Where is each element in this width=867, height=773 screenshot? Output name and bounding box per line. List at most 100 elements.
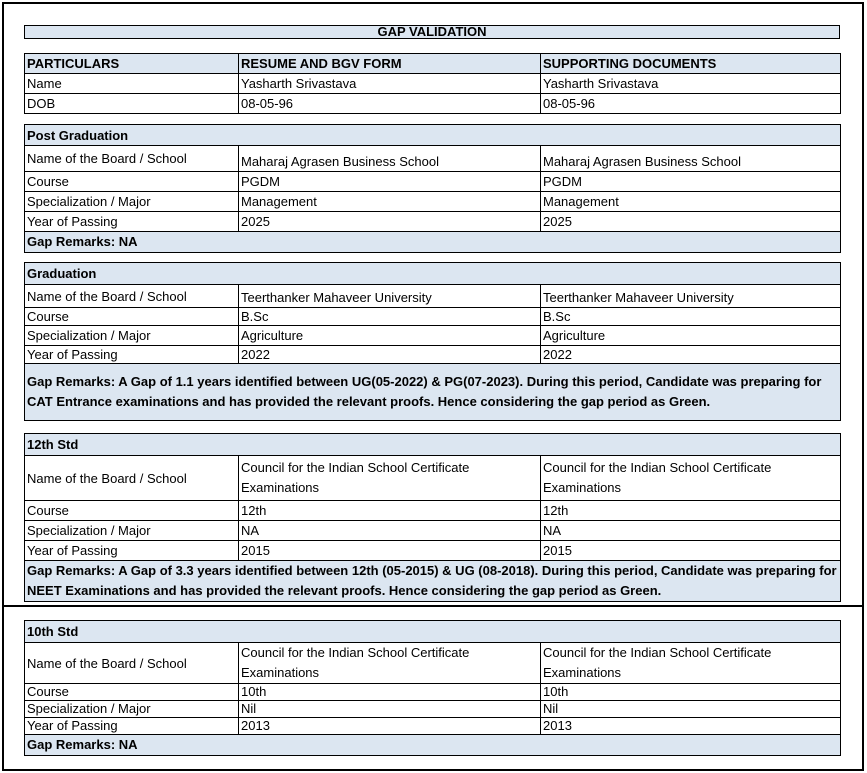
resume-value: 2015 — [238, 540, 541, 561]
row-label: Specialization / Major — [24, 700, 239, 718]
resume-value: Nil — [238, 700, 541, 718]
row-label: Name of the Board / School — [24, 284, 239, 308]
table-row: Course 10th 10th — [24, 683, 841, 701]
table-row: Course PGDM PGDM — [24, 171, 841, 192]
gap-remarks: Gap Remarks: A Gap of 3.3 years identifi… — [24, 560, 841, 602]
documents-value: Management — [540, 191, 841, 212]
documents-value: 10th — [540, 683, 841, 701]
resume-value: PGDM — [238, 171, 541, 192]
row-label: Course — [24, 171, 239, 192]
row-label: Course — [24, 307, 239, 326]
section-heading-row: 10th Std — [24, 620, 841, 643]
documents-value: Council for the Indian School Certificat… — [540, 642, 841, 684]
column-header-particulars: PARTICULARS — [24, 53, 239, 74]
table-row: Course 12th 12th — [24, 500, 841, 521]
gap-remarks-row: Gap Remarks: A Gap of 1.1 years identifi… — [24, 363, 841, 421]
row-label: Specialization / Major — [24, 325, 239, 346]
row-label: Year of Passing — [24, 345, 239, 364]
10th-std-table: 10th Std Name of the Board / School Counci… — [24, 620, 841, 756]
section-heading: Graduation — [24, 262, 841, 285]
particulars-table: PARTICULARS RESUME AND BGV FORM SUPPORTI… — [24, 53, 841, 114]
resume-value: NA — [238, 520, 541, 541]
documents-value: 12th — [540, 500, 841, 521]
documents-value: 2015 — [540, 540, 841, 561]
section-heading-row: 12th Std — [24, 433, 841, 456]
table-row: Year of Passing 2013 2013 — [24, 717, 841, 735]
column-header-documents: SUPPORTING DOCUMENTS — [540, 53, 841, 74]
table-row: DOB 08-05-96 08-05-96 — [24, 93, 841, 114]
table-header-row: PARTICULARS RESUME AND BGV FORM SUPPORTI… — [24, 53, 841, 74]
documents-value: Council for the Indian School Certificat… — [540, 455, 841, 501]
documents-value: PGDM — [540, 171, 841, 192]
table-row: Name Yasharth Srivastava Yasharth Srivas… — [24, 73, 841, 94]
documents-value: 2025 — [540, 211, 841, 232]
page-divider — [2, 605, 864, 607]
row-label: Specialization / Major — [24, 520, 239, 541]
table-row: Course B.Sc B.Sc — [24, 307, 841, 326]
resume-value: Maharaj Agrasen Business School — [238, 145, 541, 172]
row-label: Course — [24, 683, 239, 701]
row-label: Course — [24, 500, 239, 521]
resume-value: Council for the Indian School Certificat… — [238, 642, 541, 684]
documents-value: Yasharth Srivastava — [540, 73, 841, 94]
table-row: Specialization / Major Nil Nil — [24, 700, 841, 718]
row-label: Name of the Board / School — [24, 455, 239, 501]
documents-value: Agriculture — [540, 325, 841, 346]
documents-value: Maharaj Agrasen Business School — [540, 145, 841, 172]
table-row: Specialization / Major Agriculture Agricul… — [24, 325, 841, 346]
resume-value: 10th — [238, 683, 541, 701]
table-row: Name of the Board / School Maharaj Agrase… — [24, 145, 841, 172]
resume-value: Council for the Indian School Certificat… — [238, 455, 541, 501]
resume-value: Yasharth Srivastava — [238, 73, 541, 94]
table-row: Name of the Board / School Council for th… — [24, 642, 841, 684]
documents-value: Teerthanker Mahaveer University — [540, 284, 841, 308]
section-heading: Post Graduation — [24, 124, 841, 146]
table-row: Name of the Board / School Teerthanker Ma… — [24, 284, 841, 308]
section-heading-row: Post Graduation — [24, 124, 841, 146]
row-label: Year of Passing — [24, 211, 239, 232]
resume-value: Agriculture — [238, 325, 541, 346]
resume-value: Management — [238, 191, 541, 212]
row-label: Name of the Board / School — [24, 145, 239, 172]
graduation-table: Graduation Name of the Board / School Teer… — [24, 262, 841, 421]
table-row: Specialization / Major NA NA — [24, 520, 841, 541]
row-label: Name of the Board / School — [24, 642, 239, 684]
documents-value: Nil — [540, 700, 841, 718]
gap-remarks: Gap Remarks: NA — [24, 734, 841, 756]
row-label: Name — [24, 73, 239, 94]
row-label: Year of Passing — [24, 540, 239, 561]
gap-remarks-row: Gap Remarks: NA — [24, 231, 841, 253]
documents-value: NA — [540, 520, 841, 541]
documents-value: 2022 — [540, 345, 841, 364]
gap-remarks-row: Gap Remarks: NA — [24, 734, 841, 756]
gap-remarks-row: Gap Remarks: A Gap of 3.3 years identifi… — [24, 560, 841, 602]
resume-value: 08-05-96 — [238, 93, 541, 114]
row-label: Specialization / Major — [24, 191, 239, 212]
gap-remarks: Gap Remarks: NA — [24, 231, 841, 253]
table-row: Year of Passing 2022 2022 — [24, 345, 841, 364]
resume-value: B.Sc — [238, 307, 541, 326]
table-row: Name of the Board / School Council for th… — [24, 455, 841, 501]
documents-value: B.Sc — [540, 307, 841, 326]
resume-value: Teerthanker Mahaveer University — [238, 284, 541, 308]
gap-remarks: Gap Remarks: A Gap of 1.1 years identifi… — [24, 363, 841, 421]
documents-value: 2013 — [540, 717, 841, 735]
table-row: Year of Passing 2025 2025 — [24, 211, 841, 232]
resume-value: 2025 — [238, 211, 541, 232]
resume-value: 2022 — [238, 345, 541, 364]
resume-value: 12th — [238, 500, 541, 521]
section-heading: 12th Std — [24, 433, 841, 456]
12th-std-table: 12th Std Name of the Board / School Counci… — [24, 433, 841, 602]
table-row: Specialization / Major Management Manageme… — [24, 191, 841, 212]
documents-value: 08-05-96 — [540, 93, 841, 114]
section-heading-row: Graduation — [24, 262, 841, 285]
page-title: GAP VALIDATION — [24, 25, 840, 39]
column-header-resume: RESUME AND BGV FORM — [238, 53, 541, 74]
row-label: Year of Passing — [24, 717, 239, 735]
section-heading: 10th Std — [24, 620, 841, 643]
table-row: Year of Passing 2015 2015 — [24, 540, 841, 561]
row-label: DOB — [24, 93, 239, 114]
post-graduation-table: Post Graduation Name of the Board / Schoo… — [24, 124, 841, 253]
resume-value: 2013 — [238, 717, 541, 735]
